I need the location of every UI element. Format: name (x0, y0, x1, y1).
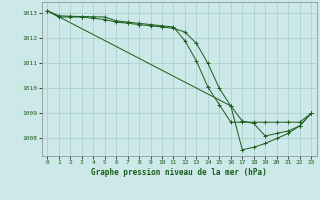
X-axis label: Graphe pression niveau de la mer (hPa): Graphe pression niveau de la mer (hPa) (91, 168, 267, 177)
